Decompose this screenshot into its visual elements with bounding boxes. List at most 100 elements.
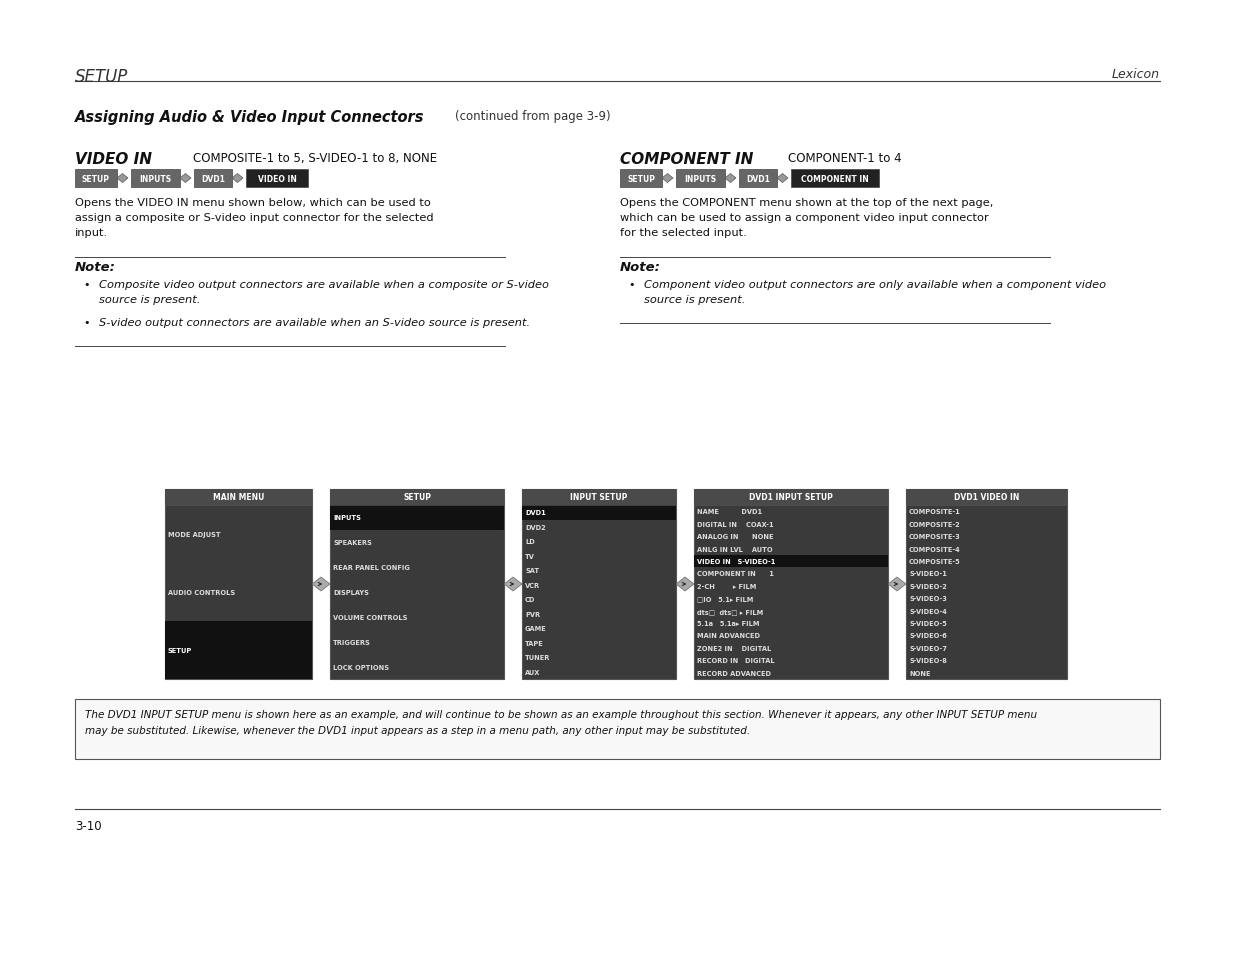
Text: Note:: Note: — [620, 261, 661, 274]
Text: 5.1a   5.1a▸ FILM: 5.1a 5.1a▸ FILM — [697, 620, 760, 626]
Text: TRIGGERS: TRIGGERS — [333, 639, 370, 645]
Polygon shape — [888, 578, 906, 592]
Text: VIDEO IN: VIDEO IN — [75, 152, 152, 167]
Polygon shape — [312, 578, 330, 592]
Bar — [694, 490, 888, 505]
Text: may be substituted. Likewise, whenever the DVD1 input appears as a step in a men: may be substituted. Likewise, whenever t… — [85, 725, 750, 735]
Text: Opens the COMPONENT menu shown at the top of the next page,: Opens the COMPONENT menu shown at the to… — [620, 198, 993, 208]
Bar — [165, 621, 312, 679]
Text: 3-10: 3-10 — [75, 820, 101, 832]
Text: dts□  dts□ ▸ FILM: dts□ dts□ ▸ FILM — [697, 608, 763, 614]
Text: ANALOG IN      NONE: ANALOG IN NONE — [697, 534, 773, 539]
Text: COMPOSITE-1 to 5, S-VIDEO-1 to 8, NONE: COMPOSITE-1 to 5, S-VIDEO-1 to 8, NONE — [193, 152, 437, 165]
Text: SETUP: SETUP — [75, 68, 128, 86]
Text: S-VIDEO-6: S-VIDEO-6 — [909, 633, 947, 639]
Text: S-VIDEO-8: S-VIDEO-8 — [909, 658, 947, 663]
Text: DVD1: DVD1 — [201, 174, 225, 183]
Text: S-VIDEO-7: S-VIDEO-7 — [909, 645, 947, 651]
Text: NONE: NONE — [909, 670, 930, 676]
Text: COMPOSITE-3: COMPOSITE-3 — [909, 534, 961, 539]
Text: •: • — [83, 280, 89, 290]
Polygon shape — [504, 578, 522, 592]
Text: RECORD IN   DIGITAL: RECORD IN DIGITAL — [697, 658, 774, 663]
Text: AUX: AUX — [525, 669, 541, 675]
Text: S-VIDEO-5: S-VIDEO-5 — [909, 620, 947, 626]
Text: DVD2: DVD2 — [525, 524, 546, 530]
Bar — [906, 490, 1067, 505]
Text: ANLG IN LVL    AUTO: ANLG IN LVL AUTO — [697, 546, 773, 552]
Polygon shape — [662, 174, 673, 183]
Bar — [522, 505, 676, 520]
Bar — [676, 170, 725, 188]
Text: The DVD1 INPUT SETUP menu is shown here as an example, and will continue to be s: The DVD1 INPUT SETUP menu is shown here … — [85, 709, 1037, 720]
Bar — [739, 170, 777, 188]
Text: source is present.: source is present. — [99, 294, 200, 305]
Text: COMPONENT IN: COMPONENT IN — [620, 152, 753, 167]
Text: INPUTS: INPUTS — [333, 515, 361, 521]
Text: Opens the VIDEO IN menu shown below, which can be used to: Opens the VIDEO IN menu shown below, whi… — [75, 198, 431, 208]
Text: NAME          DVD1: NAME DVD1 — [697, 509, 762, 515]
Text: □IO   5.1▸ FILM: □IO 5.1▸ FILM — [697, 596, 753, 601]
Bar — [246, 170, 308, 188]
Text: S-VIDEO-4: S-VIDEO-4 — [909, 608, 947, 614]
Bar — [522, 490, 676, 505]
Text: source is present.: source is present. — [643, 294, 746, 305]
Text: VIDEO IN   S-VIDEO-1: VIDEO IN S-VIDEO-1 — [697, 558, 776, 564]
Text: DIGITAL IN    COAX-1: DIGITAL IN COAX-1 — [697, 521, 773, 527]
Text: CD: CD — [525, 597, 536, 602]
Text: (continued from page 3-9): (continued from page 3-9) — [454, 110, 610, 123]
Text: Composite video output connectors are available when a composite or S-video: Composite video output connectors are av… — [99, 280, 550, 290]
Bar — [330, 490, 504, 679]
Text: DVD1: DVD1 — [746, 174, 769, 183]
Text: SETUP: SETUP — [168, 647, 193, 654]
Polygon shape — [180, 174, 191, 183]
Text: which can be used to assign a component video input connector: which can be used to assign a component … — [620, 213, 989, 223]
Bar — [165, 490, 312, 679]
Polygon shape — [676, 578, 694, 592]
Text: SETUP: SETUP — [403, 493, 431, 502]
Text: SAT: SAT — [525, 568, 540, 574]
Bar — [694, 556, 888, 568]
Text: COMPOSITE-2: COMPOSITE-2 — [909, 521, 961, 527]
Text: DISPLAYS: DISPLAYS — [333, 589, 369, 596]
Text: input.: input. — [75, 228, 109, 237]
Text: COMPOSITE-1: COMPOSITE-1 — [909, 509, 961, 515]
Text: S-VIDEO-1: S-VIDEO-1 — [909, 571, 947, 577]
Text: COMPOSITE-4: COMPOSITE-4 — [909, 546, 961, 552]
Text: 2-CH        ▸ FILM: 2-CH ▸ FILM — [697, 583, 756, 589]
Text: S-VIDEO-2: S-VIDEO-2 — [909, 583, 947, 589]
Text: PVR: PVR — [525, 611, 540, 618]
Polygon shape — [777, 174, 788, 183]
Bar — [522, 490, 676, 679]
Text: assign a composite or S-video input connector for the selected: assign a composite or S-video input conn… — [75, 213, 433, 223]
Text: INPUTS: INPUTS — [140, 174, 172, 183]
Bar — [694, 490, 888, 679]
Text: VCR: VCR — [525, 582, 540, 588]
Text: •: • — [629, 280, 635, 290]
Text: COMPONENT IN      1: COMPONENT IN 1 — [697, 571, 774, 577]
Text: Component video output connectors are only available when a component video: Component video output connectors are on… — [643, 280, 1107, 290]
Polygon shape — [117, 174, 128, 183]
Text: INPUT SETUP: INPUT SETUP — [571, 493, 627, 502]
Text: TUNER: TUNER — [525, 655, 551, 660]
Text: •: • — [83, 317, 89, 328]
Text: SETUP: SETUP — [82, 174, 110, 183]
Text: COMPONENT IN: COMPONENT IN — [802, 174, 869, 183]
Text: DVD1 VIDEO IN: DVD1 VIDEO IN — [953, 493, 1019, 502]
Text: TV: TV — [525, 553, 535, 559]
Text: REAR PANEL CONFIG: REAR PANEL CONFIG — [333, 564, 410, 571]
Text: COMPOSITE-5: COMPOSITE-5 — [909, 558, 961, 564]
Text: INPUTS: INPUTS — [684, 174, 716, 183]
Bar — [194, 170, 232, 188]
Bar — [330, 505, 504, 530]
Text: MAIN MENU: MAIN MENU — [212, 493, 264, 502]
Text: LOCK OPTIONS: LOCK OPTIONS — [333, 664, 389, 670]
Text: VOLUME CONTROLS: VOLUME CONTROLS — [333, 615, 408, 620]
Polygon shape — [232, 174, 243, 183]
Text: TAPE: TAPE — [525, 640, 543, 646]
Bar — [790, 170, 879, 188]
Polygon shape — [725, 174, 736, 183]
Bar — [330, 490, 504, 505]
Text: DVD1: DVD1 — [525, 510, 546, 516]
Text: VIDEO IN: VIDEO IN — [258, 174, 296, 183]
